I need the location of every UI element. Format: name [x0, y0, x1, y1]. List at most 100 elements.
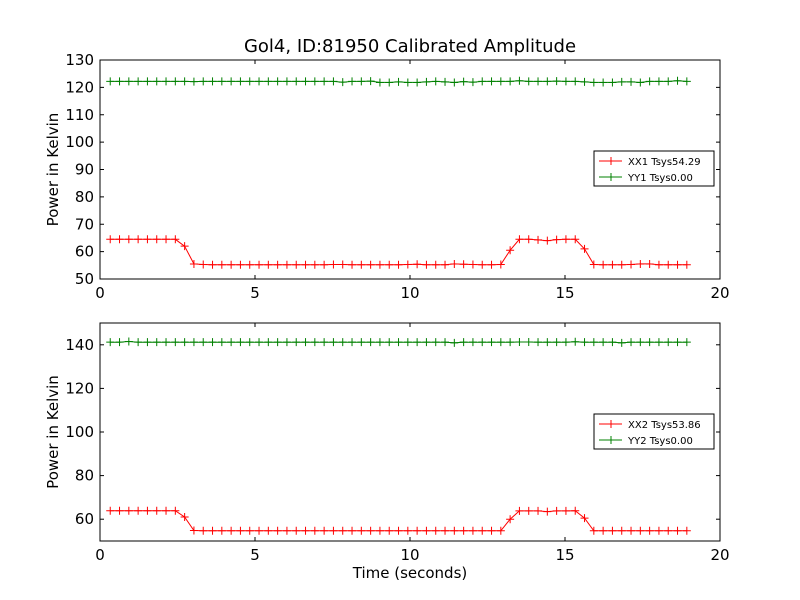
data-point	[180, 338, 189, 347]
data-point	[561, 77, 570, 86]
x-tick-label: 0	[95, 546, 105, 564]
legend-label: YY2 Tsys0.00	[627, 436, 693, 447]
data-point	[608, 526, 617, 535]
data-point	[366, 526, 375, 535]
data-point	[245, 338, 254, 347]
data-point	[552, 506, 561, 515]
data-point	[245, 77, 254, 86]
data-point	[385, 260, 394, 269]
x-tick-label: 20	[710, 546, 729, 564]
data-point	[375, 526, 384, 535]
data-point	[506, 77, 515, 86]
data-point	[292, 526, 301, 535]
data-point	[143, 235, 152, 244]
legend-box	[593, 150, 715, 187]
data-point	[403, 78, 412, 87]
data-point	[282, 526, 291, 535]
data-point	[217, 77, 226, 86]
data-point	[645, 338, 654, 347]
data-point	[506, 246, 515, 255]
data-point	[608, 260, 617, 269]
legend-box	[593, 413, 715, 450]
data-point	[189, 259, 198, 268]
data-point	[227, 260, 236, 269]
data-point	[487, 77, 496, 86]
data-point	[552, 235, 561, 244]
data-point	[617, 260, 626, 269]
data-point	[515, 506, 524, 515]
data-point	[496, 338, 505, 347]
data-point	[394, 260, 403, 269]
data-point	[552, 338, 561, 347]
data-point	[301, 260, 310, 269]
data-point	[599, 526, 608, 535]
data-point	[375, 338, 384, 347]
data-point	[208, 77, 217, 86]
data-point	[450, 526, 459, 535]
data-point	[301, 338, 310, 347]
data-point	[357, 77, 366, 86]
data-point	[162, 235, 171, 244]
data-point	[282, 260, 291, 269]
data-point	[654, 260, 663, 269]
data-point	[636, 338, 645, 347]
data-point	[664, 526, 673, 535]
x-tick-label: 20	[710, 284, 729, 302]
data-point	[208, 338, 217, 347]
data-point	[180, 242, 189, 251]
data-point	[320, 338, 329, 347]
data-point	[450, 338, 459, 347]
data-point	[571, 77, 580, 86]
y-tick-label: 70	[75, 215, 94, 233]
data-point	[366, 260, 375, 269]
data-point	[124, 235, 133, 244]
figure-title: Gol4, ID:81950 Calibrated Amplitude	[244, 36, 576, 57]
data-point	[152, 506, 161, 515]
data-point	[654, 526, 663, 535]
data-point	[217, 526, 226, 535]
data-point	[589, 78, 598, 87]
data-point	[171, 506, 180, 515]
y-tick-label: 100	[65, 133, 94, 151]
data-point	[552, 77, 561, 86]
data-point	[496, 526, 505, 535]
data-point	[561, 338, 570, 347]
data-point	[199, 526, 208, 535]
y-tick-label: 60	[75, 510, 94, 528]
data-point	[273, 526, 282, 535]
data-point	[571, 506, 580, 515]
data-point	[152, 338, 161, 347]
data-point	[357, 260, 366, 269]
data-point	[608, 338, 617, 347]
data-point	[189, 77, 198, 86]
data-point	[208, 526, 217, 535]
data-point	[292, 77, 301, 86]
legend-label: XX2 Tsys53.86	[628, 420, 701, 431]
data-point	[329, 260, 338, 269]
data-point	[134, 506, 143, 515]
data-point	[115, 235, 124, 244]
data-point	[143, 338, 152, 347]
data-point	[496, 260, 505, 269]
data-point	[236, 338, 245, 347]
data-point	[227, 338, 236, 347]
data-point	[441, 260, 450, 269]
data-point	[534, 235, 543, 244]
data-point	[413, 260, 422, 269]
data-point	[617, 77, 626, 86]
data-point	[329, 77, 338, 86]
legend-label: YY1 Tsys0.00	[627, 173, 693, 184]
data-point	[524, 77, 533, 86]
data-point	[189, 526, 198, 535]
data-point	[115, 506, 124, 515]
data-point	[162, 506, 171, 515]
data-point	[654, 338, 663, 347]
x-tick-label: 15	[555, 546, 574, 564]
data-point	[441, 77, 450, 86]
y-tick-label: 140	[65, 336, 94, 354]
y-tick-label: 100	[65, 423, 94, 441]
data-point	[673, 76, 682, 85]
data-point	[431, 77, 440, 86]
data-point	[478, 260, 487, 269]
data-point	[580, 77, 589, 86]
